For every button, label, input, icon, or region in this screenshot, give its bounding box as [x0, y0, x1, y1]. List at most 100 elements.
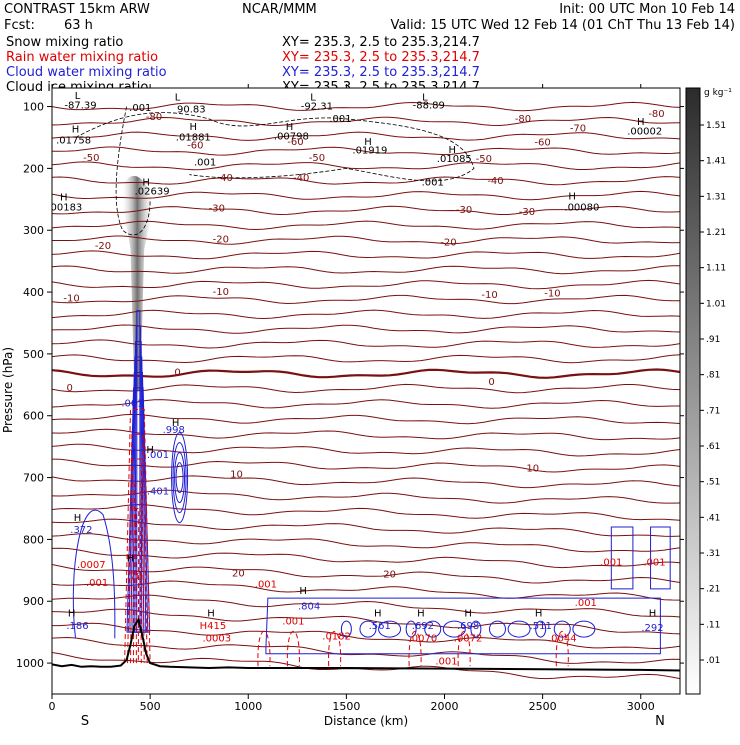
- contour-label: -87.39: [64, 100, 96, 111]
- contour-label: L: [75, 91, 81, 102]
- isotherm-line: [52, 205, 680, 216]
- contour-label: H: [172, 418, 180, 429]
- contour-label: -88.89: [413, 100, 445, 111]
- x-left-end-label: S: [81, 714, 89, 729]
- colorbar-label: 1.51: [706, 121, 726, 131]
- isotherm-line: [52, 279, 680, 290]
- colorbar-label: .81: [706, 371, 720, 381]
- contour-label: H: [535, 609, 543, 620]
- rain-contour: [408, 631, 422, 667]
- contour-label: H415: [200, 621, 227, 632]
- contour-label: .001: [422, 178, 444, 189]
- cloud-water-contour: [650, 526, 671, 590]
- contour-label: .511: [530, 621, 552, 632]
- contour-label: -40: [217, 173, 233, 184]
- contour-label: .561: [369, 621, 391, 632]
- cloud-water-contour: [175, 462, 184, 494]
- x-axis-label: Distance (km): [324, 714, 408, 728]
- contour-label: -80: [648, 109, 664, 120]
- contour-label: H: [74, 513, 82, 524]
- contour-label: .001: [86, 578, 108, 589]
- isotherm-line: [52, 533, 680, 553]
- plot-area: L-87.39L.001 90.83L-92.31L-88.89.001 -80 -8…: [47, 88, 680, 694]
- contour-label: .00183: [47, 202, 82, 213]
- contour-label: H: [374, 609, 382, 620]
- cloud-water-contour: [507, 620, 531, 638]
- cloud-water-contour: [488, 620, 506, 638]
- contour-label: 0: [67, 383, 73, 394]
- isotherm-line: [52, 652, 680, 680]
- contour-label: .0044: [548, 633, 577, 644]
- isotherm-line: [52, 489, 680, 504]
- isotherm-line: [52, 399, 680, 409]
- contour-label: 0: [174, 368, 180, 379]
- cloud-water-contour: [359, 620, 377, 638]
- colorbar-label: .41: [706, 513, 720, 523]
- cloud-water-contour: [553, 620, 571, 638]
- isotherm-line: [52, 294, 680, 305]
- contour-label: -40: [293, 173, 309, 184]
- contour-label: .292: [641, 623, 663, 634]
- isotherm-line: [52, 458, 680, 473]
- y-tick-label: 100: [23, 101, 44, 114]
- contour-label: .001: [121, 399, 143, 410]
- x-tick-label: 1000: [234, 700, 262, 713]
- x-tick-label: 500: [140, 700, 161, 713]
- colorbar-label: 1.31: [706, 192, 726, 202]
- cloud-water-contour: [470, 620, 482, 638]
- contour-label: -60: [287, 137, 303, 148]
- isotherm-line: [52, 547, 680, 569]
- contour-label: H: [127, 554, 135, 565]
- fcst-value: 63 h: [64, 18, 93, 33]
- cloud-water-contour: [72, 509, 116, 639]
- model-title: CONTRAST 15km ARW: [4, 2, 150, 17]
- contour-label: H: [142, 178, 150, 189]
- isotherm-line: [52, 176, 680, 186]
- field-xy: XY= 235.3, 2.5 to 235.3,214.7: [282, 35, 480, 50]
- contour-label: .186: [66, 621, 88, 632]
- contour-label: H: [207, 609, 215, 620]
- contour-label: -70: [570, 123, 586, 134]
- contour-label: L: [422, 92, 428, 103]
- contour-label: -20: [213, 235, 229, 246]
- contour-label: -40: [487, 176, 503, 187]
- y-tick-label: 400: [23, 286, 44, 299]
- rain-contour: [457, 631, 471, 667]
- fcst-label: Fcst:: [4, 18, 35, 33]
- contour-label: L: [175, 92, 181, 103]
- contour-label: .00080: [564, 202, 599, 213]
- contour-label: -60: [534, 138, 550, 149]
- contour-label: .804: [298, 601, 320, 612]
- contour-label: -80: [515, 114, 531, 125]
- colorbar-label: .91: [706, 335, 720, 345]
- contour-label: H: [60, 193, 68, 204]
- field-xy: XY= 235.3, 2.5 to 235.3,214.7: [282, 50, 480, 65]
- cloud-water-contour: [610, 526, 634, 590]
- contour-label: .0007: [77, 560, 106, 571]
- contour-label: 0: [488, 377, 494, 388]
- contour-label: .998: [163, 425, 185, 436]
- colorbar-label: .71: [706, 406, 720, 416]
- contour-label: -30: [209, 204, 225, 215]
- isotherm-line: [52, 354, 680, 364]
- contour-label: H: [464, 609, 472, 620]
- cloud-water-contour: [265, 597, 661, 655]
- isotherm-line: [52, 309, 680, 320]
- contour-labels: L-87.39L.001 90.83L-92.31L-88.89.001 -80 -8…: [47, 91, 666, 667]
- contour-label: .372: [70, 525, 92, 536]
- isotherm-line: [52, 131, 680, 141]
- colorbar-unit: g kg⁻¹: [704, 88, 732, 98]
- contour-label: -10: [481, 290, 497, 301]
- init-time: Init: 00 UTC Mon 10 Feb 14: [559, 2, 735, 17]
- contour-label: .001: [147, 450, 169, 461]
- contour-label: .401: [147, 486, 169, 497]
- cloud-water-contour: [442, 620, 466, 638]
- contour-label: -50: [309, 153, 325, 164]
- contour-label: .01919: [352, 146, 387, 157]
- isotherm-line: [52, 504, 680, 521]
- rain-contour: [286, 631, 300, 667]
- rain-contour: [132, 483, 142, 664]
- isotherm-line: [52, 594, 680, 618]
- contour-label: -10: [213, 287, 229, 298]
- x-tick-label: 0: [49, 700, 56, 713]
